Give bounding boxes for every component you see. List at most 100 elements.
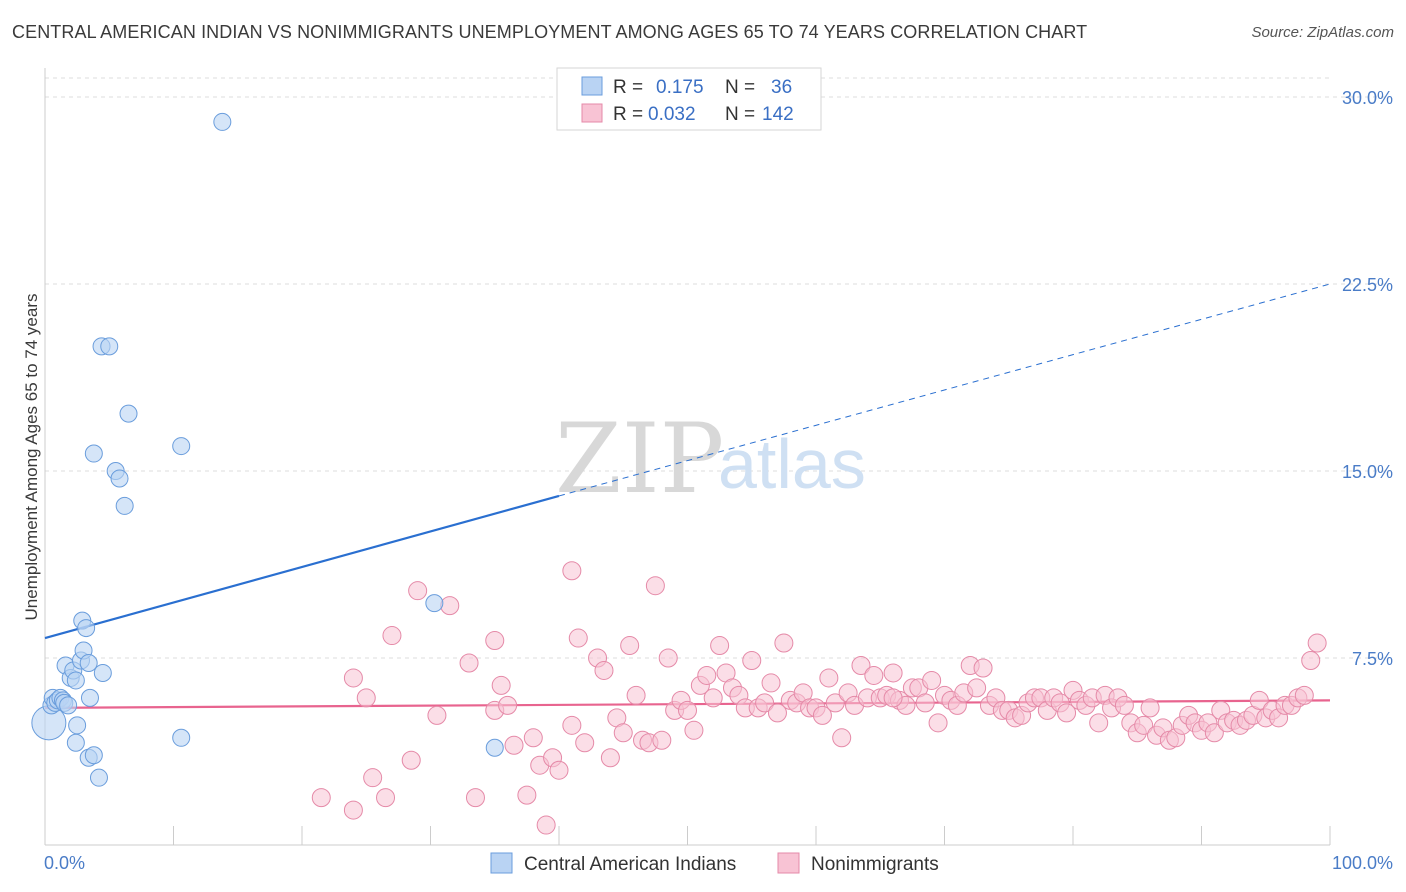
y-axis-label: Unemployment Among Ages 65 to 74 years bbox=[22, 294, 41, 621]
point-nonimmigrants bbox=[549, 760, 569, 780]
point-nonimmigrants bbox=[774, 633, 794, 653]
point-nonimmigrants bbox=[600, 748, 620, 768]
point-nonimmigrants bbox=[626, 685, 646, 705]
grid-lines bbox=[45, 77, 1390, 659]
point-nonimmigrants bbox=[459, 653, 479, 673]
watermark-atlas: atlas bbox=[718, 425, 866, 503]
point-nonimmigrants bbox=[703, 688, 723, 708]
point-central-american-indians bbox=[84, 444, 103, 463]
point-central-american-indians bbox=[89, 768, 108, 787]
point-nonimmigrants bbox=[517, 785, 537, 805]
legend-n-label-2: N = bbox=[725, 104, 755, 125]
point-nonimmigrants bbox=[408, 581, 428, 601]
point-nonimmigrants bbox=[343, 668, 363, 688]
data-points bbox=[31, 112, 1327, 835]
point-central-american-indians bbox=[77, 619, 96, 638]
point-nonimmigrants bbox=[401, 750, 421, 770]
x-tick-label: 100.0% bbox=[1332, 853, 1393, 873]
watermark-zip: ZIP bbox=[555, 403, 724, 515]
correlation-legend: R = 0.175 N = 36 R = 0.032 N = 142 bbox=[556, 67, 822, 131]
point-nonimmigrants bbox=[1294, 685, 1314, 705]
x-tick-label: 0.0% bbox=[44, 853, 85, 873]
point-nonimmigrants bbox=[812, 705, 832, 725]
point-nonimmigrants bbox=[742, 650, 762, 670]
point-central-american-indians bbox=[84, 746, 103, 765]
point-central-american-indians bbox=[172, 728, 191, 747]
point-nonimmigrants bbox=[465, 788, 485, 808]
point-nonimmigrants bbox=[767, 703, 787, 723]
trend-line-extension-central-american-indians bbox=[558, 283, 1331, 497]
point-nonimmigrants bbox=[562, 561, 582, 581]
y-tick-label: 7.5% bbox=[1352, 649, 1393, 669]
point-nonimmigrants bbox=[915, 693, 935, 713]
point-nonimmigrants bbox=[504, 735, 524, 755]
point-nonimmigrants bbox=[973, 658, 993, 678]
point-nonimmigrants bbox=[1089, 713, 1109, 733]
point-nonimmigrants bbox=[678, 700, 697, 720]
point-nonimmigrants bbox=[594, 660, 614, 680]
point-nonimmigrants bbox=[536, 815, 556, 835]
point-nonimmigrants bbox=[851, 655, 871, 675]
point-nonimmigrants bbox=[440, 596, 460, 616]
point-nonimmigrants bbox=[761, 673, 781, 693]
point-nonimmigrants bbox=[1134, 715, 1154, 735]
legend-swatch-blue bbox=[581, 76, 603, 96]
point-nonimmigrants bbox=[1114, 695, 1134, 715]
point-nonimmigrants bbox=[710, 636, 730, 656]
point-nonimmigrants bbox=[1301, 650, 1321, 670]
point-nonimmigrants bbox=[864, 665, 884, 685]
y-tick-label: 15.0% bbox=[1342, 462, 1393, 482]
point-nonimmigrants bbox=[832, 728, 852, 748]
legend-n-value-1: 36 bbox=[771, 77, 792, 98]
point-nonimmigrants bbox=[883, 688, 903, 708]
point-nonimmigrants bbox=[382, 626, 402, 646]
y-tick-label: 30.0% bbox=[1342, 88, 1393, 108]
legend-label-nonimmigrants: Nonimmigrants bbox=[811, 854, 939, 875]
point-nonimmigrants bbox=[376, 788, 396, 808]
point-central-american-indians bbox=[485, 738, 504, 757]
point-nonimmigrants bbox=[755, 693, 775, 713]
point-nonimmigrants bbox=[311, 788, 331, 808]
point-nonimmigrants bbox=[575, 733, 595, 753]
legend-swatch-pink bbox=[581, 103, 603, 123]
point-central-american-indians bbox=[59, 696, 78, 715]
y-tick-labels: 7.5% 15.0% 22.5% 30.0% bbox=[1342, 88, 1393, 669]
point-nonimmigrants bbox=[883, 663, 903, 683]
point-nonimmigrants bbox=[620, 636, 640, 656]
point-central-american-indians bbox=[66, 671, 85, 690]
point-nonimmigrants bbox=[491, 675, 511, 695]
legend-r-label-1: R = bbox=[613, 77, 643, 98]
point-central-american-indians bbox=[80, 688, 99, 707]
y-tick-label: 22.5% bbox=[1342, 275, 1393, 295]
legend-r-value-1: 0.175 bbox=[656, 77, 704, 98]
point-central-american-indians bbox=[79, 653, 98, 672]
point-central-american-indians bbox=[213, 112, 232, 131]
point-nonimmigrants bbox=[498, 695, 518, 715]
legend-swatch-central-american-indians bbox=[490, 852, 513, 874]
point-central-american-indians bbox=[100, 337, 119, 356]
point-nonimmigrants bbox=[1249, 690, 1269, 710]
point-nonimmigrants bbox=[343, 800, 363, 820]
legend-label-central-american-indians: Central American Indians bbox=[524, 854, 736, 875]
point-nonimmigrants bbox=[523, 728, 543, 748]
legend-n-label-1: N = bbox=[725, 77, 755, 98]
point-nonimmigrants bbox=[363, 768, 383, 788]
point-central-american-indians bbox=[110, 469, 129, 488]
point-nonimmigrants bbox=[568, 628, 588, 648]
point-central-american-indians bbox=[68, 716, 87, 735]
legend-n-value-2: 142 bbox=[762, 104, 794, 125]
point-nonimmigrants bbox=[697, 665, 717, 685]
point-nonimmigrants bbox=[819, 668, 839, 688]
point-central-american-indians bbox=[425, 594, 444, 613]
point-nonimmigrants bbox=[1204, 723, 1224, 743]
point-central-american-indians bbox=[66, 733, 85, 752]
trend-line-central-american-indians bbox=[44, 494, 560, 640]
series-legend: Central American Indians Nonimmigrants bbox=[490, 852, 939, 875]
point-nonimmigrants bbox=[645, 576, 665, 596]
point-central-american-indians bbox=[115, 496, 134, 515]
point-nonimmigrants bbox=[427, 705, 447, 725]
point-nonimmigrants bbox=[613, 723, 633, 743]
legend-swatch-nonimmigrants bbox=[777, 852, 800, 874]
point-nonimmigrants bbox=[652, 730, 672, 750]
point-central-american-indians bbox=[119, 404, 138, 423]
